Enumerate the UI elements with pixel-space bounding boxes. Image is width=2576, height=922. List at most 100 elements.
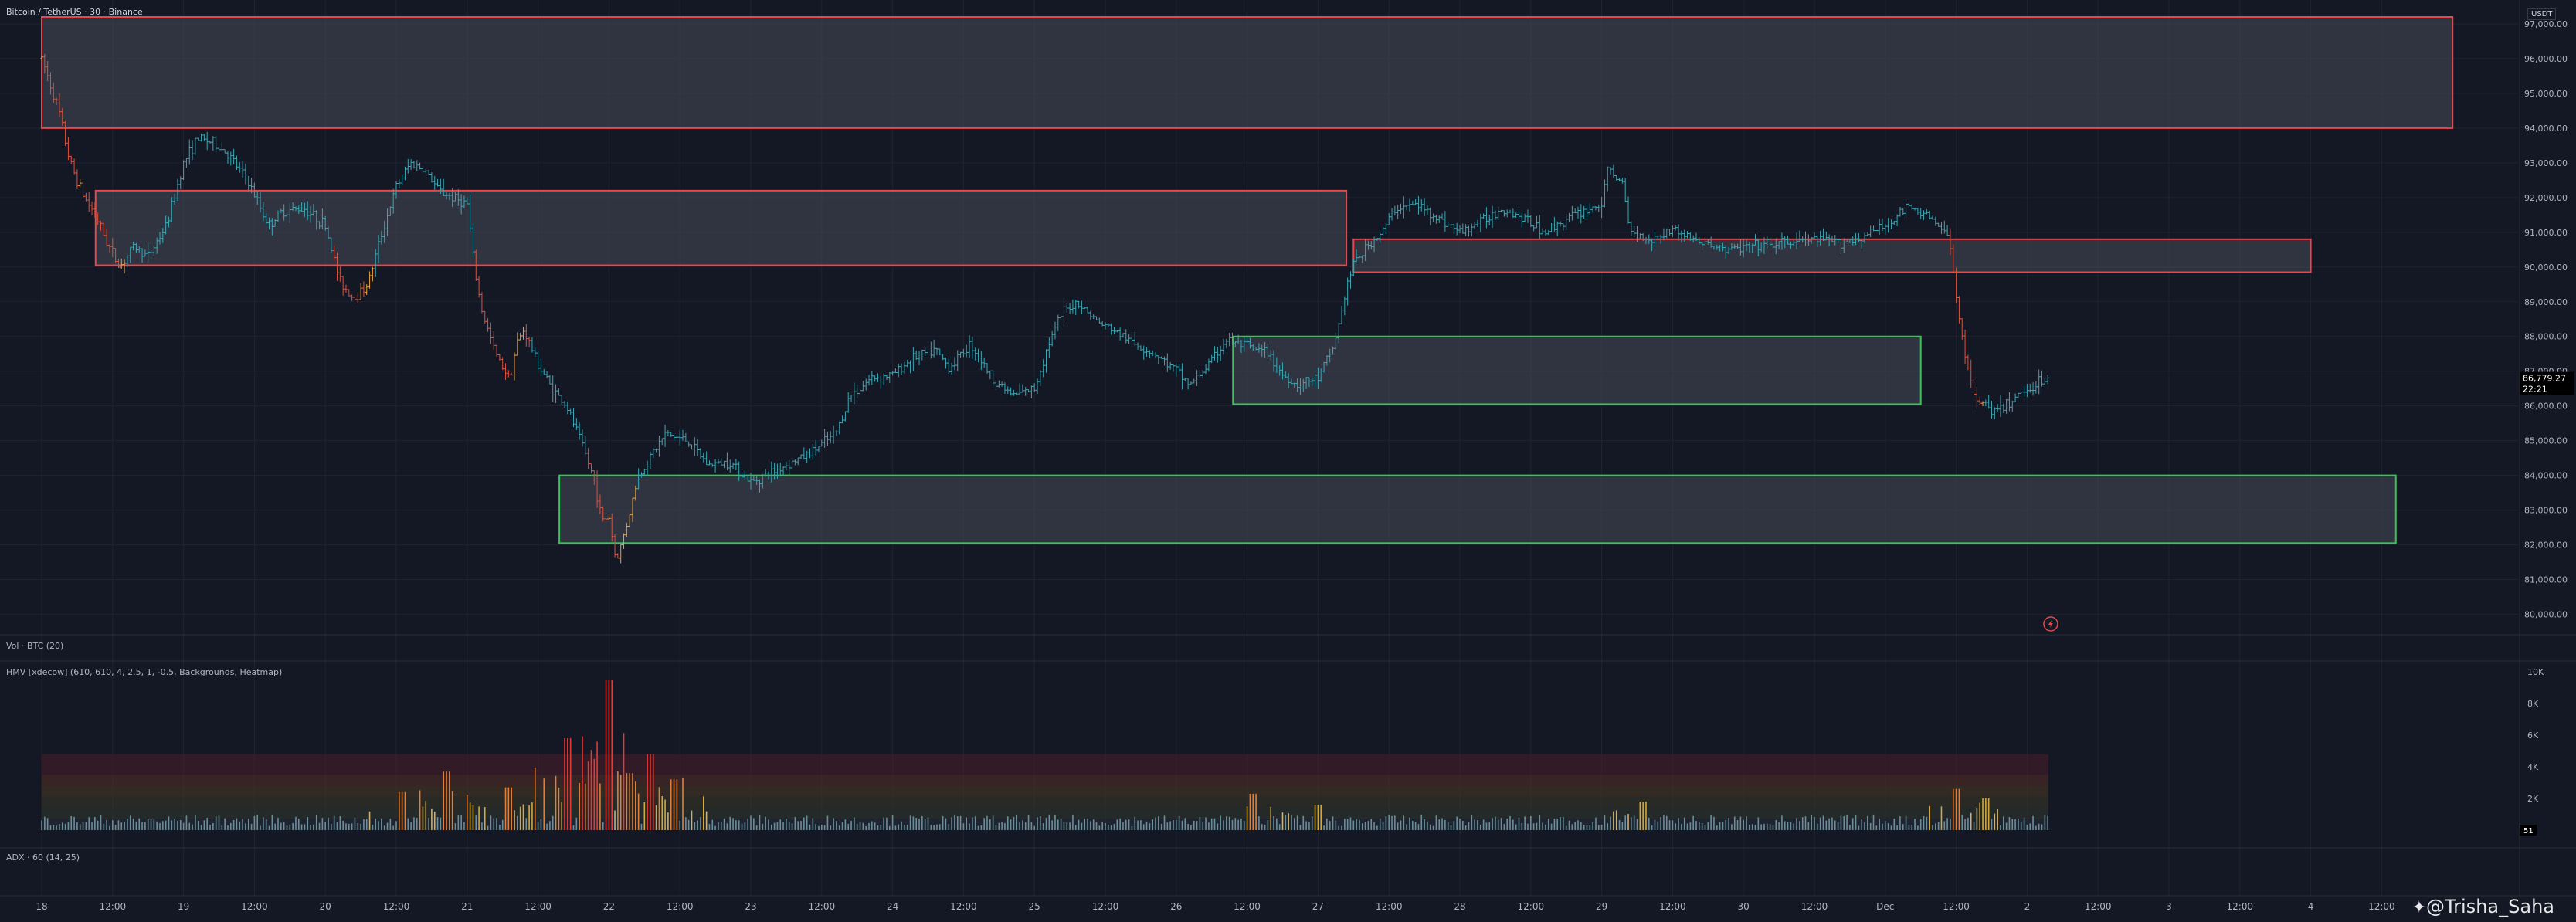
candle — [607, 516, 611, 520]
candle — [1904, 203, 1908, 218]
candle — [968, 335, 972, 358]
candle — [110, 238, 114, 258]
candle — [1337, 323, 1341, 344]
candle — [755, 475, 759, 485]
candle — [622, 533, 626, 549]
candle — [1183, 377, 1187, 381]
time-tick-label: 22 — [603, 901, 615, 912]
candle — [199, 134, 203, 142]
candle — [406, 159, 410, 174]
candle — [1733, 243, 1736, 249]
candle — [557, 388, 561, 396]
candle — [256, 190, 260, 205]
candle — [173, 193, 177, 205]
candle — [1570, 205, 1574, 221]
heatmap-band — [42, 775, 2048, 786]
candle — [191, 140, 195, 161]
candle — [486, 318, 490, 332]
candle — [1502, 210, 1506, 217]
candle — [654, 448, 658, 453]
candle — [125, 255, 129, 267]
candle — [1056, 314, 1060, 331]
candle — [1127, 334, 1131, 344]
time-axis[interactable]: 18 12:00 19 12:00 20 12:00 21 12:00 22 12:00 23 12:… — [36, 901, 2394, 912]
symbol-title[interactable]: Bitcoin / TetherUS · 30 · Binance — [6, 7, 143, 17]
currency-label[interactable]: USDT — [2527, 8, 2557, 20]
candle — [2046, 375, 2050, 385]
candle — [46, 60, 49, 82]
candle — [619, 544, 623, 564]
candle — [1957, 296, 1961, 324]
candle — [253, 182, 256, 198]
candle — [1313, 374, 1317, 388]
candle — [2034, 381, 2038, 394]
candle — [1582, 205, 1586, 219]
time-tick-label: 12:00 — [1234, 901, 1261, 912]
candle — [1892, 221, 1896, 225]
hmv-tick-label: 8K — [2527, 699, 2539, 709]
candle — [1493, 210, 1497, 220]
watermark: ✦@Trisha_Saha — [2412, 896, 2554, 917]
candle — [1133, 332, 1137, 346]
candle — [708, 460, 711, 466]
volume-indicator-label[interactable]: Vol · BTC (20) — [6, 641, 64, 651]
candle — [864, 378, 868, 391]
candle — [1272, 350, 1276, 372]
candle — [829, 431, 833, 444]
candle — [1972, 378, 1976, 398]
price-tick-label: 85,000.00 — [2524, 436, 2568, 446]
candle — [261, 202, 265, 222]
candle — [631, 497, 634, 523]
time-tick-label: 12:00 — [1801, 901, 1828, 912]
candle — [583, 436, 587, 455]
candle — [1077, 300, 1081, 309]
candle — [217, 147, 221, 153]
candle — [1901, 208, 1905, 215]
candle — [918, 351, 921, 366]
price-tick-label: 94,000.00 — [2524, 124, 2568, 134]
candle — [120, 258, 124, 269]
time-tick-label: 19 — [178, 901, 189, 912]
candle — [344, 284, 348, 293]
price-tick-label: 86,000.00 — [2524, 402, 2568, 412]
hmv-indicator-label[interactable]: HMV [xdecow] (610, 610, 4, 2.5, 1, -0.5,… — [6, 667, 283, 677]
time-tick-label: Dec — [1876, 901, 1894, 912]
candle — [1393, 205, 1397, 216]
candle — [1774, 238, 1778, 254]
candle — [246, 175, 250, 192]
time-tick-label: 18 — [36, 901, 47, 912]
candle — [1907, 202, 1911, 208]
candle — [1682, 229, 1686, 242]
candle — [1423, 198, 1427, 216]
candle — [1091, 314, 1095, 320]
candle — [314, 210, 318, 230]
candle — [805, 450, 809, 464]
last-price-countdown: 22:21 — [2523, 385, 2547, 395]
candle — [1402, 196, 1406, 219]
candle — [515, 332, 519, 356]
candle — [1166, 353, 1169, 372]
candle — [1883, 223, 1887, 235]
candle — [1292, 382, 1296, 388]
adx-indicator-label[interactable]: ADX · 60 (14, 25) — [6, 853, 80, 863]
candle — [285, 212, 289, 222]
price-tick-label: 92,000.00 — [2524, 193, 2568, 203]
candle — [1145, 347, 1149, 357]
candle — [728, 459, 732, 473]
candle — [962, 348, 966, 358]
candle — [944, 357, 948, 369]
candle — [356, 292, 360, 303]
price-axis[interactable]: 97,000.00 96,000.00 95,000.00 94,000.00 93,0… — [2524, 19, 2568, 620]
candle — [882, 373, 886, 385]
candle — [740, 472, 744, 480]
candle — [1357, 256, 1361, 259]
candle — [1446, 222, 1450, 228]
candle — [1709, 236, 1713, 248]
supply-zone — [94, 189, 1348, 266]
candle — [1289, 378, 1293, 385]
candle — [1692, 235, 1695, 242]
candle — [60, 107, 64, 126]
candle — [1378, 232, 1382, 243]
time-tick-label: 20 — [320, 901, 331, 912]
